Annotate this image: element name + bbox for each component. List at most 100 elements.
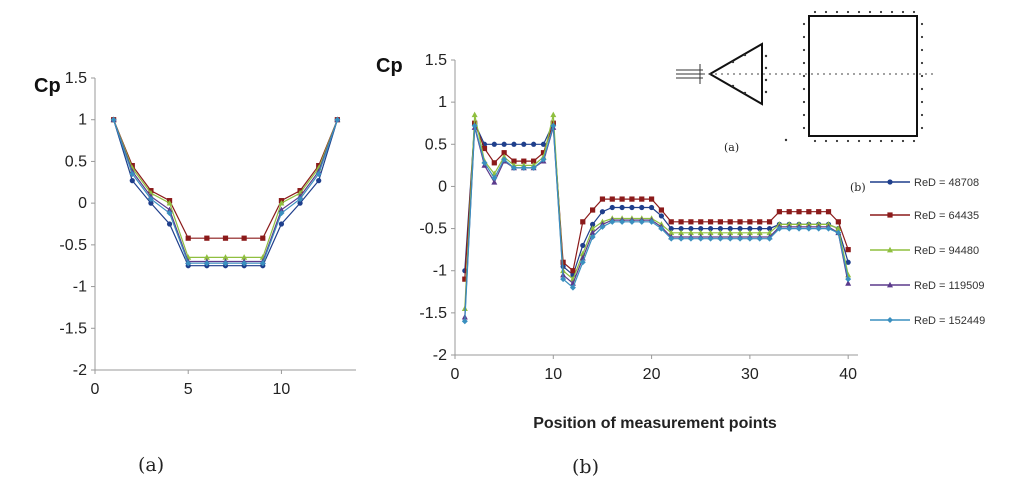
chart-b-data-point [825,209,832,215]
chart-b-ytick-label: 0 [438,178,447,195]
square-model-icon [808,15,918,137]
chart-b-data-point [648,204,655,211]
chart-b-data-point [589,225,596,231]
chart-a-ytick-label: -1.5 [59,320,87,337]
chart-b-data-point [511,158,517,164]
chart-b-data-point [707,235,714,242]
chart-b-data-point [510,164,517,171]
chart-b-data-point [806,209,812,215]
chart-a-ytick-label: -2 [73,362,87,379]
chart-b-data-point [727,225,733,232]
chart-b-data-point [668,235,675,242]
chart-a-data-point [166,199,173,206]
chart-b-data-point [590,221,596,227]
chart-b-data-point [501,141,507,147]
chart-b-data-point [619,204,625,211]
chart-b-data-point [589,234,596,240]
chart-b-data-point [757,225,763,232]
chart-b-data-point [491,160,497,166]
chart-b-data-point [756,229,763,236]
chart-a-data-point [316,178,322,184]
chart-b-data-point [717,219,723,225]
chart-a-data-point [334,116,341,123]
chart-a: Cp (a) 1.510.50-0.5-1-1.5-20 5 10 [34,70,356,476]
square-taps-icon [802,10,924,143]
chart-b-data-point [639,204,645,211]
chart-b-data-point [835,225,842,231]
chart-b-data-point [678,229,685,236]
chart-b-series-line-2 [464,114,849,309]
chart-b-data-point [481,159,488,166]
chart-b-data-point [590,207,596,213]
chart-b-data-point [668,229,675,236]
chart-b-data-point [658,213,665,219]
chart-a-ytick-label: -0.5 [59,237,87,254]
chart-b-data-point [619,196,625,202]
chart-b-data-point [727,219,733,225]
chart-b-data-point [766,229,773,236]
chart-b-data-point [687,229,694,236]
chart-b-data-point [580,242,586,249]
inset-left-caption: (a) [724,141,739,154]
chart-b-data-point [589,229,596,236]
chart-a-data-point [185,260,192,267]
chart-b-ylabel: Cp [376,55,403,77]
legend-marker [887,212,893,218]
chart-a-data-point [166,206,173,213]
chart-b-data-point [707,225,714,232]
chart-b-data-point [717,235,724,242]
legend-marker [887,179,893,185]
chart-a-data-point [222,235,229,241]
triangle-taps-icon [731,53,768,95]
chart-a-data-point [110,116,117,123]
chart-b-ytick-label: -1 [433,263,447,280]
chart-b-data-point [727,235,734,242]
chart-a-data-point [222,260,229,267]
chart-b-data-point [776,225,783,232]
chart-b-data-point [639,196,645,202]
chart-b-data-point [629,196,635,202]
chart-b-data-point [648,196,655,202]
chart-b-data-point [717,225,723,232]
chart-b-series-line-4 [464,125,849,322]
legend: ReD = 48708 ReD = 64435 ReD = 94480 ReD = 1… [870,177,985,327]
chart-b-ytick-label: 1.5 [425,52,447,69]
chart-b-data-point [471,111,478,118]
chart-b-data-point [747,219,753,225]
chart-a-data-point [278,199,285,206]
chart-a-data-point [204,235,210,241]
chart-b-data-point [491,179,498,185]
chart-b-data-point [796,209,802,215]
chart-b-xtick-label: 30 [741,366,759,383]
chart-b-data-point [707,229,714,236]
chart-a-data-point [260,235,266,241]
chart-b-data-point [461,318,468,325]
chart-b-data-point [698,219,704,225]
legend-label: ReD = 64435 [914,210,979,222]
chart-b-data-point [766,235,773,242]
legend-marker [887,281,893,288]
chart-b-data-point [619,218,626,225]
chart-b-xtick-label: 10 [544,366,562,383]
chart-a-ytick-label: 1 [78,112,87,129]
chart-a-data-point [222,254,229,260]
chart-b-data-point [550,111,557,118]
chart-a-data-point [315,170,322,177]
chart-a-data-point [278,206,285,213]
chart-a-ytick-label: 1.5 [65,70,87,87]
chart-b-ytick-label: -0.5 [419,221,447,238]
chart-b-data-point [599,209,606,215]
chart-b-data-point [697,235,704,242]
chart-b-data-point [540,156,547,163]
chart-a-data-point [297,195,304,202]
chart-b-data-point [462,276,468,282]
chart-a-data-point [166,221,173,227]
chart-a-series-line-1 [113,119,338,239]
chart-b-data-point [481,145,488,152]
chart-b-data-point [531,158,537,164]
chart-a-ytick-label: -1 [73,279,87,296]
legend-marker [887,246,893,253]
chart-b-ytick-label: -2 [433,347,447,364]
flow-arrows-icon [676,64,703,84]
chart-b-data-point [786,209,792,215]
